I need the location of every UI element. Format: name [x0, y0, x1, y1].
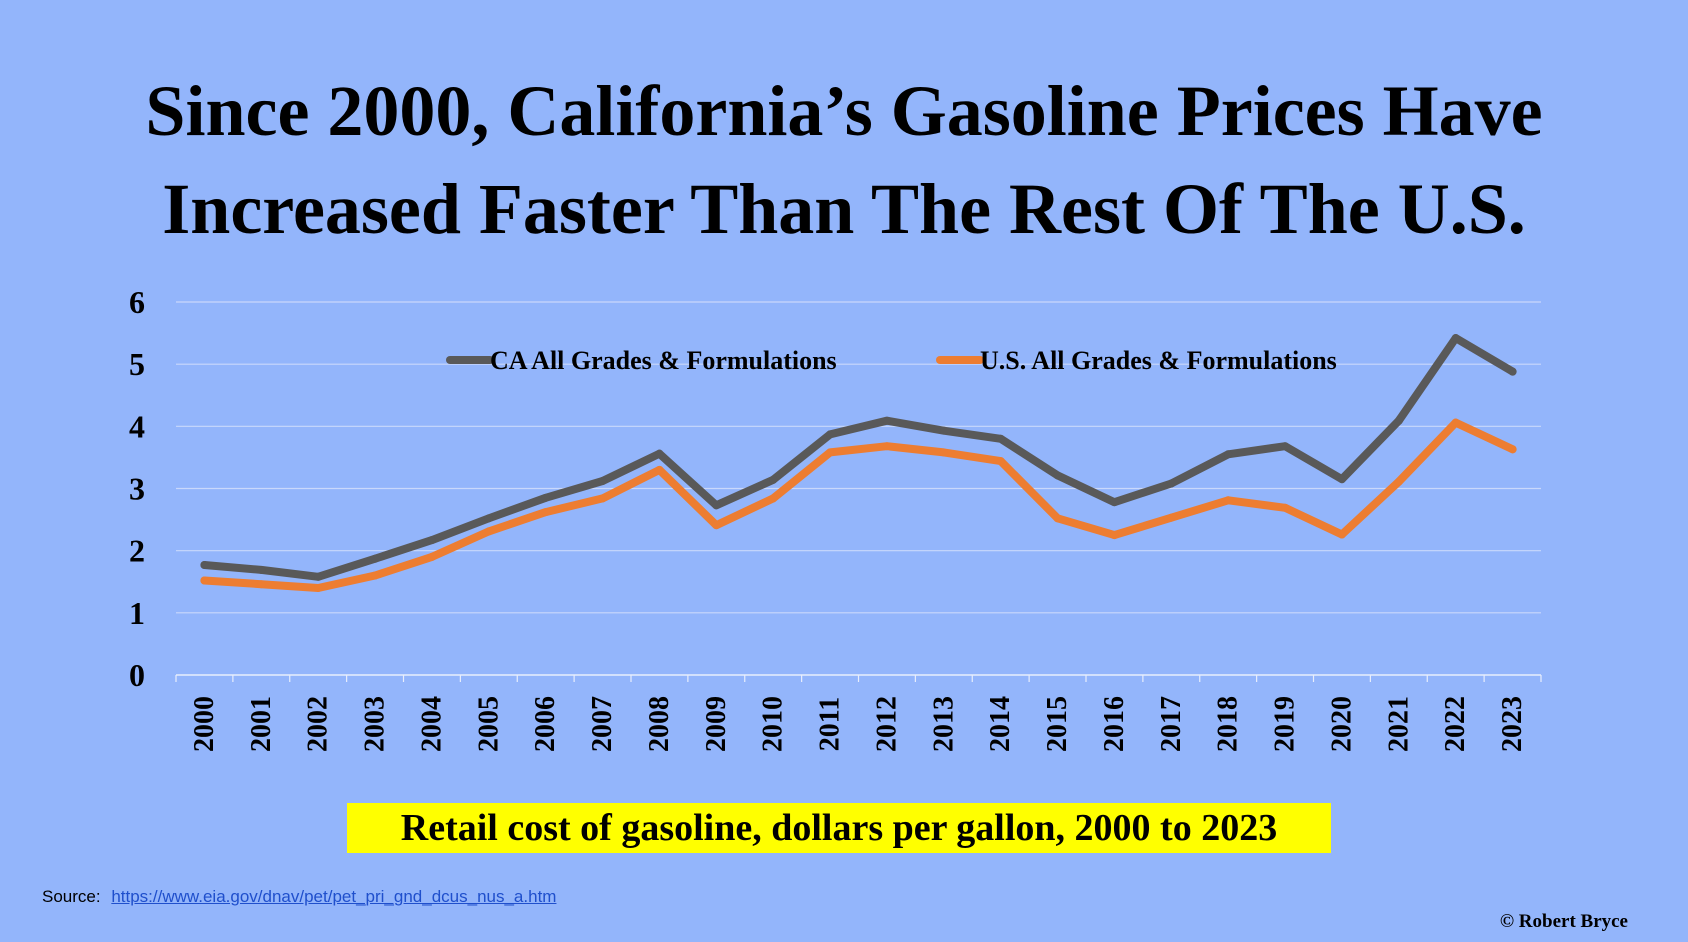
x-tick-label: 2023 [1497, 696, 1528, 752]
data-point [371, 571, 380, 580]
data-point [1508, 367, 1517, 376]
line-chart: 0 1 2 3 4 5 6 2000 2001 2002 2003 2004 2005 2006 2007 2… [129, 284, 1542, 752]
data-point [257, 580, 266, 589]
chart-caption: Retail cost of gasoline, dollars per gal… [347, 803, 1331, 853]
data-point [1394, 477, 1403, 486]
x-tick-label: 2004 [416, 696, 447, 752]
source-label: Source: [42, 887, 101, 906]
data-point [1337, 475, 1346, 484]
data-point [484, 514, 493, 523]
x-tick-label: 2000 [189, 696, 220, 752]
data-point [712, 521, 721, 530]
x-tick-label: 2015 [1042, 696, 1073, 752]
data-point [1053, 471, 1062, 480]
data-point [1110, 498, 1119, 507]
y-tick-label: 0 [129, 657, 145, 693]
x-tick-label: 2006 [530, 696, 561, 752]
data-point [996, 434, 1005, 443]
data-point [200, 560, 209, 569]
data-point [1224, 450, 1233, 459]
legend-label: U.S. All Grades & Formulations [980, 346, 1337, 375]
data-point [939, 448, 948, 457]
data-point [882, 442, 891, 451]
data-point [1451, 418, 1460, 427]
y-tick-label: 4 [129, 408, 145, 444]
data-point [996, 457, 1005, 466]
data-point [314, 583, 323, 592]
data-point [1224, 496, 1233, 505]
y-tick-label: 6 [129, 284, 145, 320]
data-point [1508, 445, 1517, 454]
chart-title: Since 2000, California’s Gasoline Prices… [0, 62, 1688, 258]
x-tick-label: 2005 [473, 696, 504, 752]
x-tick-label: 2010 [758, 696, 789, 752]
data-point [826, 430, 835, 439]
data-point [1167, 479, 1176, 488]
x-tick-label: 2001 [246, 696, 277, 752]
data-point [1281, 503, 1290, 512]
x-tick-label: 2017 [1156, 696, 1187, 752]
x-tick-label: 2002 [303, 696, 334, 752]
data-point [541, 493, 550, 502]
data-point [712, 501, 721, 510]
x-tick-label: 2020 [1326, 696, 1357, 752]
data-point [1394, 416, 1403, 425]
y-tick-label: 2 [129, 533, 145, 569]
data-point [1281, 442, 1290, 451]
x-tick-label: 2009 [701, 696, 732, 752]
data-point [1110, 531, 1119, 540]
x-tick-label: 2019 [1270, 696, 1301, 752]
source-note: Source: https://www.eia.gov/dnav/pet/pet… [42, 887, 556, 907]
data-point [939, 426, 948, 435]
legend-label: CA All Grades & Formulations [490, 346, 837, 375]
data-point [314, 572, 323, 581]
chart-title-line2: Increased Faster Than The Rest Of The U.… [162, 169, 1526, 249]
data-point [427, 552, 436, 561]
data-point [882, 416, 891, 425]
data-point [427, 536, 436, 545]
data-point [1451, 334, 1460, 343]
copyright-text: © Robert Bryce [1499, 911, 1628, 932]
data-point [1053, 514, 1062, 523]
data-point [1337, 530, 1346, 539]
data-point [769, 475, 778, 484]
data-point [371, 554, 380, 563]
y-tick-label: 3 [129, 471, 145, 507]
data-point [200, 576, 209, 585]
data-point [1167, 513, 1176, 522]
x-tick-label: 2018 [1213, 696, 1244, 752]
data-point [598, 477, 607, 486]
data-point [257, 565, 266, 574]
x-tick-label: 2016 [1099, 696, 1130, 752]
data-point [826, 448, 835, 457]
data-point [541, 508, 550, 517]
series-line-us [200, 418, 1517, 592]
x-tick-label: 2021 [1383, 696, 1414, 752]
chart-title-line1: Since 2000, California’s Gasoline Prices… [145, 71, 1543, 151]
series-line-ca [200, 334, 1517, 581]
x-tick-label: 2014 [985, 696, 1016, 752]
x-tick-label: 2007 [587, 696, 618, 752]
data-point [598, 494, 607, 503]
y-tick-label: 5 [129, 346, 145, 382]
x-tick-label: 2012 [871, 696, 902, 752]
data-point [769, 494, 778, 503]
y-tick-label: 1 [129, 595, 145, 631]
data-point [655, 465, 664, 474]
x-tick-label: 2022 [1440, 696, 1471, 752]
x-tick-label: 2013 [928, 696, 959, 752]
source-link[interactable]: https://www.eia.gov/dnav/pet/pet_pri_gnd… [111, 887, 557, 906]
x-tick-label: 2008 [644, 696, 675, 752]
data-point [655, 449, 664, 458]
data-point [484, 527, 493, 536]
x-tick-label: 2011 [815, 697, 846, 751]
x-tick-label: 2003 [360, 696, 391, 752]
